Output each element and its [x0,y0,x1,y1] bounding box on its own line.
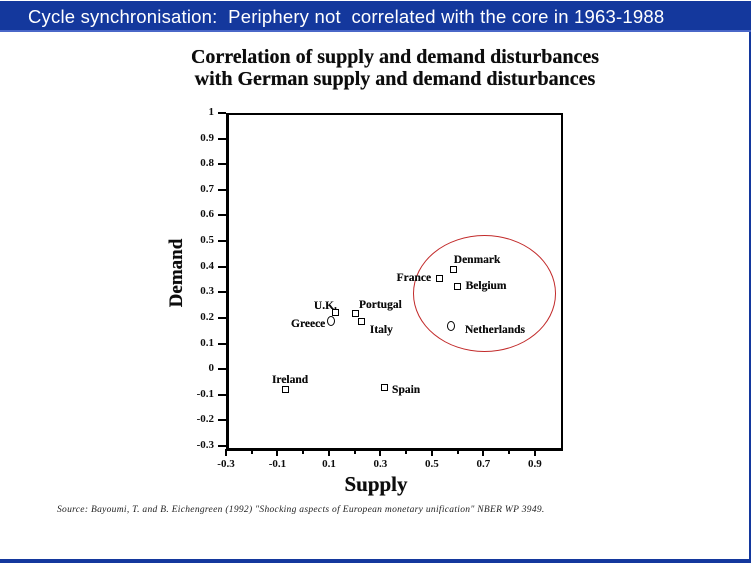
data-point-marker-france [435,275,443,283]
x-tick-label: 0.3 [373,458,388,470]
slide-bottom-bar [0,559,751,563]
point-label-italy: Italy [369,323,393,336]
point-label-uk: U.K. [313,300,337,313]
point-label-spain: Spain [392,383,421,396]
y-tick-label: 1 [208,106,215,118]
data-point-marker-spain [380,383,388,391]
point-label-greece: Greece [291,318,326,331]
chart-title-line2: with German supply and demand disturbanc… [194,68,596,90]
x-tick-mark-minor [353,449,356,454]
x-tick-label: 0.7 [476,458,491,470]
y-tick-label: 0.1 [200,336,214,349]
x-tick-label: 0.5 [425,458,439,470]
x-tick-mark-major [482,449,485,456]
y-tick-mark [218,188,226,191]
slide-right-border [749,32,751,563]
x-tick-mark-major [276,449,279,456]
y-tick-mark [218,419,226,422]
y-tick-label: 0.6 [200,208,214,221]
slide-title-bar: Cycle synchronisation: Periphery not cor… [0,0,751,32]
y-tick-label: 0.9 [200,131,214,144]
point-label-belgium: Belgium [465,280,507,293]
x-tick-mark-minor [405,449,408,454]
y-tick-label: 0.4 [200,259,214,272]
point-label-portugal: Portugal [358,299,402,312]
point-label-denmark: Denmark [453,253,501,266]
y-tick-mark [218,393,226,396]
x-tick-label: 0.1 [322,458,336,470]
y-tick-label: 0.8 [200,157,214,170]
y-tick-mark [218,163,226,166]
y-tick-mark [218,112,226,114]
chart-title: Correlation of supply and demand disturb… [150,46,640,90]
y-tick-mark [218,265,226,268]
x-tick-mark-minor [302,449,305,454]
y-tick-label: 0.5 [200,234,214,247]
y-tick-mark [218,137,226,140]
data-point-marker-portugal [351,309,359,317]
y-tick-mark [218,214,226,217]
x-tick-label: -0.1 [268,458,287,470]
chart-title-line1: Correlation of supply and demand disturb… [190,46,600,68]
y-tick-mark [218,316,226,319]
y-tick-label: -0.3 [196,439,214,451]
point-label-france: France [396,271,432,284]
y-tick-mark [218,342,226,345]
data-point-marker-netherlands [447,320,456,331]
point-label-ireland: Ireland [271,374,309,387]
data-point-marker-greece [327,315,336,326]
x-tick-mark-major [225,449,227,456]
y-tick-label: 0 [208,362,215,375]
y-tick-mark [218,291,226,294]
x-tick-mark-major [430,449,433,456]
x-tick-label: 0.9 [527,458,542,470]
point-label-netherlands: Netherlands [464,323,526,336]
x-tick-mark-minor [508,449,511,454]
y-tick-label: 0.7 [200,182,214,195]
y-tick-label: -0.1 [196,387,214,400]
data-point-marker-italy [357,318,365,326]
y-tick-mark [218,368,226,371]
x-tick-mark-major [327,449,330,456]
core-countries-ellipse [412,234,557,352]
data-point-marker-denmark [449,266,457,274]
data-point-marker-belgium [453,283,461,291]
y-tick-label: 0.2 [200,310,214,323]
y-tick-mark [218,240,226,243]
y-tick-mark [218,445,226,447]
x-tick-mark-minor [250,449,253,454]
x-tick-mark-major [379,449,382,456]
data-point-marker-uk [331,309,339,317]
x-axis-label: Supply [344,472,408,496]
source-citation: Source: Bayoumi, T. and B. Eichengreen (… [57,505,545,515]
slide-title: Cycle synchronisation: Periphery not cor… [28,6,665,27]
y-tick-label: -0.2 [196,413,214,426]
plot-area [226,113,563,451]
data-point-marker-ireland [281,386,289,394]
x-tick-mark-major [533,449,536,456]
y-tick-label: 0.3 [200,285,214,298]
x-tick-mark-minor [456,449,459,454]
x-tick-label: -0.3 [217,458,235,470]
